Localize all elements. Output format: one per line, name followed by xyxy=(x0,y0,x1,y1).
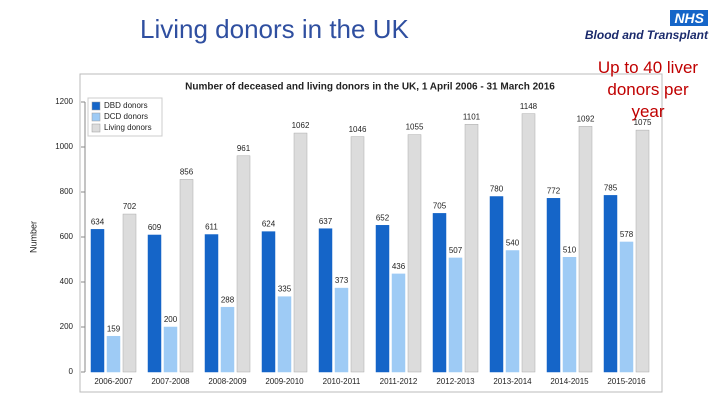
value-label: 772 xyxy=(547,186,561,195)
bar xyxy=(619,241,634,373)
bar xyxy=(521,113,536,373)
annotation: Up to 40 liver donors per year xyxy=(597,58,699,121)
value-label: 436 xyxy=(392,262,406,271)
x-tick-label: 2007-2008 xyxy=(151,377,190,386)
logo-badge: NHS xyxy=(670,10,708,26)
bar xyxy=(220,306,235,373)
value-label: 1101 xyxy=(463,112,481,121)
y-tick-label: 1000 xyxy=(55,142,73,151)
legend-swatch xyxy=(91,112,101,122)
value-label: 507 xyxy=(449,246,463,255)
value-label: 780 xyxy=(490,185,504,194)
value-label: 785 xyxy=(604,183,618,192)
bar xyxy=(293,132,308,373)
x-tick-label: 2014-2015 xyxy=(550,377,589,386)
bar xyxy=(432,213,447,373)
value-label: 540 xyxy=(506,239,520,248)
bar xyxy=(391,273,406,373)
chart-title: Number of deceased and living donors in … xyxy=(185,82,555,93)
bar xyxy=(407,134,422,373)
x-tick-label: 2008-2009 xyxy=(208,377,247,386)
value-label: 578 xyxy=(620,230,634,239)
legend-box xyxy=(87,97,163,137)
x-tick-label: 2006-2007 xyxy=(94,377,133,386)
value-label: 335 xyxy=(278,285,292,294)
value-label: 200 xyxy=(164,315,178,324)
value-label: 637 xyxy=(319,217,333,226)
value-label: 856 xyxy=(180,168,194,177)
value-label: 1092 xyxy=(577,114,595,123)
bar xyxy=(318,228,333,373)
bar xyxy=(375,225,390,373)
value-label: 702 xyxy=(123,202,137,211)
bar xyxy=(106,335,121,373)
legend-label: DBD donors xyxy=(104,101,148,110)
x-tick-label: 2012-2013 xyxy=(436,377,475,386)
y-tick-label: 200 xyxy=(60,322,74,331)
x-tick-label: 2013-2014 xyxy=(493,377,532,386)
y-tick-label: 0 xyxy=(69,367,74,376)
value-label: 634 xyxy=(91,217,105,226)
legend-swatch xyxy=(91,101,101,111)
value-label: 510 xyxy=(563,245,577,254)
legend-label: Living donors xyxy=(104,123,152,132)
bar xyxy=(163,326,178,373)
bar xyxy=(448,257,463,373)
y-tick-label: 600 xyxy=(60,232,74,241)
value-label: 1075 xyxy=(634,118,652,127)
value-label: 1148 xyxy=(520,102,538,111)
bar xyxy=(90,229,105,373)
value-label: 159 xyxy=(107,324,121,333)
bar xyxy=(489,196,504,373)
bar xyxy=(334,287,349,373)
x-tick-label: 2015-2016 xyxy=(607,377,646,386)
x-tick-label: 2010-2011 xyxy=(323,377,361,386)
value-label: 705 xyxy=(433,201,447,210)
bar xyxy=(562,257,577,373)
legend-swatch xyxy=(91,123,101,133)
x-tick-label: 2009-2010 xyxy=(265,377,304,386)
value-label: 1062 xyxy=(292,121,310,130)
bar xyxy=(204,234,219,373)
y-tick-label: 400 xyxy=(60,277,74,286)
value-label: 624 xyxy=(262,220,276,229)
value-label: 652 xyxy=(376,213,390,222)
legend-label: DCD donors xyxy=(104,112,148,121)
y-tick-label: 1200 xyxy=(55,97,73,106)
bar xyxy=(578,126,593,373)
bar xyxy=(635,129,650,373)
x-tick-label: 2011-2012 xyxy=(380,377,418,386)
bar xyxy=(546,198,561,373)
bar xyxy=(261,231,276,373)
bar xyxy=(505,250,520,373)
slide-title: Living donors in the UK xyxy=(140,14,409,44)
bar xyxy=(603,195,618,373)
bar xyxy=(179,179,194,373)
bar xyxy=(236,155,251,373)
bar xyxy=(350,136,365,373)
y-axis-label: Number xyxy=(28,221,38,253)
value-label: 611 xyxy=(205,223,218,232)
value-label: 961 xyxy=(237,144,251,153)
value-label: 1055 xyxy=(406,123,424,132)
logo-text: Blood and Transplant xyxy=(584,28,708,42)
value-label: 1046 xyxy=(349,125,367,134)
bar xyxy=(277,296,292,373)
value-label: 288 xyxy=(221,295,235,304)
bar xyxy=(122,213,137,373)
value-label: 609 xyxy=(148,223,162,232)
bar xyxy=(464,124,479,373)
y-tick-label: 800 xyxy=(60,187,74,196)
value-label: 373 xyxy=(335,276,349,285)
bar xyxy=(147,234,162,373)
